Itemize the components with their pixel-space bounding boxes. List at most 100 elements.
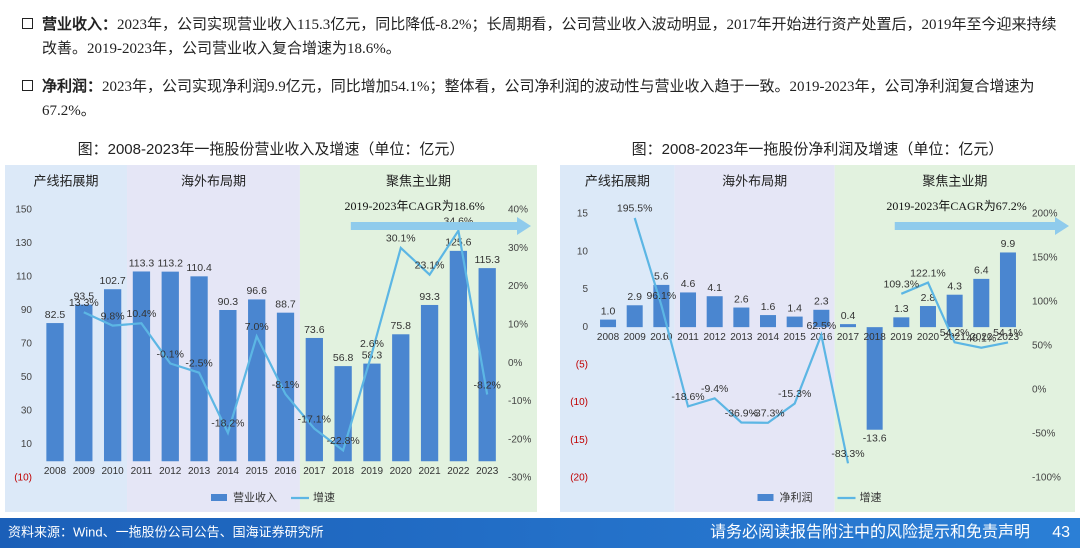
bar	[219, 309, 237, 462]
bar	[626, 305, 643, 328]
line-label: -22.8%	[326, 435, 359, 447]
y2-tick-label: -10%	[508, 396, 531, 407]
legend-label: 净利润	[780, 490, 813, 504]
x-tick-label: 2008	[597, 332, 620, 343]
y-tick-label: 150	[15, 205, 32, 216]
bar	[276, 312, 295, 462]
legend-swatch	[211, 494, 227, 501]
x-tick-label: 2012	[704, 332, 727, 343]
x-tick-label: 2015	[784, 332, 807, 343]
x-tick-label: 2021	[418, 466, 441, 477]
y2-tick-label: 10%	[508, 319, 528, 330]
x-tick-label: 2022	[447, 466, 470, 477]
bar-label: 2.6	[734, 293, 749, 305]
bar-label: 2.8	[921, 292, 936, 304]
x-tick-label: 2020	[917, 332, 940, 343]
line-label: -2.5%	[185, 357, 212, 369]
bar	[248, 299, 266, 462]
bar	[449, 250, 468, 462]
bar	[866, 327, 883, 430]
bar-label: 0.4	[841, 310, 856, 322]
line-label: -37.3%	[751, 408, 784, 420]
x-tick-label: 2012	[159, 466, 182, 477]
bar-label: 96.6	[246, 285, 267, 297]
bar-label: 73.6	[304, 324, 325, 336]
line-label: 122.1%	[910, 267, 946, 279]
bar	[363, 363, 381, 462]
period-label: 聚焦主业期	[386, 173, 451, 188]
bar-label: 110.4	[186, 262, 212, 274]
period-label: 海外布局期	[181, 173, 246, 188]
y-tick-label: 130	[15, 238, 32, 249]
period-label: 产线拓展期	[34, 173, 99, 188]
x-tick-label: 2014	[217, 466, 240, 477]
line-label: -18.2%	[211, 418, 244, 430]
bar-label: 88.7	[275, 298, 296, 310]
legend-label: 增速	[313, 490, 335, 504]
bar	[161, 271, 179, 462]
bar	[478, 268, 496, 462]
bar-label: 125.6	[445, 237, 471, 249]
x-tick-label: 2017	[837, 332, 860, 343]
bar	[680, 292, 697, 328]
bar	[893, 317, 910, 328]
bar-label: 56.8	[333, 352, 354, 364]
period-band	[674, 165, 835, 512]
y-tick-label: 90	[21, 305, 33, 316]
bar-label: 5.6	[654, 271, 669, 283]
annotation: 2019-2023年CAGR为67.2%	[886, 199, 1026, 213]
y2-tick-label: 150%	[1032, 253, 1058, 264]
y-tick-label: (10)	[14, 473, 32, 484]
y-tick-label: 10	[577, 246, 589, 257]
bar	[786, 316, 803, 328]
period-label: 产线拓展期	[585, 173, 650, 188]
x-tick-label: 2018	[332, 466, 355, 477]
x-tick-label: 2017	[303, 466, 326, 477]
bullet-label: 营业收入：	[42, 15, 118, 33]
y-tick-label: 5	[582, 284, 588, 295]
line-label: -83.3%	[831, 448, 864, 460]
bar-label: 113.2	[158, 257, 184, 269]
bar	[760, 315, 777, 328]
y2-tick-label: 100%	[1032, 297, 1058, 308]
bar-label: 1.3	[894, 303, 909, 315]
bar	[132, 271, 151, 462]
y-tick-label: (10)	[570, 397, 588, 408]
footer-bar	[0, 518, 1080, 548]
bar-label: 9.9	[1001, 238, 1016, 250]
y-tick-label: 70	[21, 339, 33, 350]
period-label: 海外布局期	[722, 173, 787, 188]
bar-label: 4.3	[947, 280, 962, 292]
x-tick-label: 2020	[390, 466, 413, 477]
line-label: -8.2%	[473, 379, 500, 391]
line	[633, 217, 1009, 464]
y2-tick-label: -20%	[508, 434, 531, 445]
bar-label: 102.7	[99, 275, 125, 287]
annotation-arrow	[894, 217, 1069, 235]
bar	[103, 289, 122, 462]
bar-label: 6.4	[974, 265, 989, 277]
x-tick-label: 2023	[997, 332, 1020, 343]
bullet-text: 2023年，公司实现净利润9.9亿元，同比增加54.1%；整体看，公司净利润的波…	[42, 79, 1035, 119]
x-tick-label: 2016	[274, 466, 297, 477]
bar-label: 1.0	[601, 305, 616, 317]
y2-tick-label: 30%	[508, 243, 528, 254]
x-tick-label: 2019	[361, 466, 384, 477]
bar-label: 90.3	[218, 296, 239, 308]
x-tick-label: 2022	[970, 332, 993, 343]
bar-label: 4.1	[707, 282, 722, 294]
annotation-arrow	[350, 217, 531, 235]
y-tick-label: 50	[21, 372, 33, 383]
bullet-label: 净利润：	[42, 77, 103, 95]
line-label: 9.8%	[101, 310, 125, 322]
y-tick-label: (15)	[570, 435, 588, 446]
bar	[946, 294, 963, 328]
line-label: -18.6%	[671, 391, 704, 403]
bar	[733, 307, 750, 328]
bullet: 净利润：2023年，公司实现净利润9.9亿元，同比增加54.1%；整体看，公司净…	[20, 74, 1065, 123]
line-label: 30.1%	[386, 233, 416, 245]
y-tick-label: 15	[577, 209, 589, 220]
y-tick-label: (20)	[570, 473, 588, 484]
bar	[813, 309, 830, 328]
